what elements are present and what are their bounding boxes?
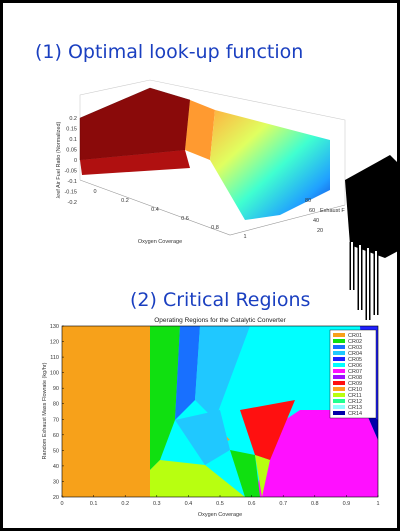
heading: (1) Optimal look-up function — [35, 41, 303, 63]
x-tick-label: 0.9 — [343, 501, 351, 507]
legend-swatch — [333, 393, 345, 397]
y-tick-label: 20 — [317, 228, 323, 234]
x-tick-label: 0.6 — [248, 501, 256, 507]
legend-swatch — [333, 399, 345, 403]
legend-swatch — [333, 387, 345, 391]
z-tick-label: 0 — [74, 158, 77, 164]
x-axis-label: Oxygen Coverage — [198, 512, 242, 518]
x-tick-label: 0.2 — [121, 198, 129, 204]
z-tick-label: -0.15 — [64, 190, 77, 196]
y-tick-label: 90 — [53, 386, 59, 392]
legend-swatch — [333, 363, 345, 367]
legend-swatch — [333, 351, 345, 355]
legend-swatch — [333, 405, 345, 409]
legend-swatch — [333, 375, 345, 379]
z-tick-label: 0.15 — [66, 127, 77, 133]
x-tick-label: 1 — [376, 501, 379, 507]
x-tick-label: 1 — [243, 234, 246, 240]
z-tick-label: 0.05 — [66, 148, 77, 154]
y-tick-label: 100 — [50, 371, 59, 377]
x-tick-label: 0.3 — [153, 501, 161, 507]
y-tick-label: 60 — [53, 433, 59, 439]
x-tick-label: 0.4 — [185, 501, 193, 507]
legend-swatch — [333, 381, 345, 385]
x-tick-label: 0.1 — [90, 501, 98, 507]
z-tick-label: -0.1 — [68, 179, 77, 185]
x-tick-label: 0.6 — [181, 216, 189, 222]
legend-label: CR14 — [348, 411, 362, 417]
plot-title: Operating Regions for the Catalytic Conv… — [154, 317, 286, 324]
y-tick-label: 130 — [50, 324, 59, 330]
y-tick-label: 20 — [53, 495, 59, 501]
legend-swatch — [333, 411, 345, 415]
legend-swatch — [333, 357, 345, 361]
z-axis-label: λref Air Fuel Ratio (Normalized) — [56, 121, 62, 198]
z-tick-label: 0.1 — [69, 137, 77, 143]
x-tick-label: 0.2 — [121, 501, 129, 507]
y-tick-label: 110 — [50, 355, 59, 361]
x-tick-label: 0.8 — [311, 501, 319, 507]
x-tick-label: 0.5 — [216, 501, 224, 507]
x-tick-label: 0 — [60, 501, 63, 507]
z-tick-label: -0.05 — [64, 169, 77, 175]
heading: (2) Critical Regions — [130, 289, 310, 311]
z-tick-label: -0.2 — [68, 200, 77, 206]
y-axis-label: Random Exhaust Mass Flowrate (kg/hr) — [42, 362, 48, 459]
legend-swatch — [333, 333, 345, 337]
legend-swatch — [333, 339, 345, 343]
x-tick-label: 0 — [93, 189, 96, 195]
y-tick-label: 50 — [53, 448, 59, 454]
y-tick-label: 40 — [313, 218, 319, 224]
x-axis-label: Oxygen Coverage — [138, 239, 182, 245]
y-axis-label: Exhaust F — [320, 208, 345, 214]
y-tick-label: 60 — [309, 208, 315, 214]
x-tick-label: 0.4 — [151, 207, 159, 213]
z-tick-label: 0.2 — [69, 116, 77, 122]
legend-swatch — [333, 369, 345, 373]
y-tick-label: 70 — [53, 417, 59, 423]
y-tick-label: 80 — [305, 198, 311, 204]
y-tick-label: 120 — [50, 340, 59, 346]
y-tick-label: 30 — [53, 479, 59, 485]
legend-swatch — [333, 345, 345, 349]
x-tick-label: 0.8 — [211, 225, 219, 231]
slide: (1) Optimal look-up function 0.2 0.15 0.1 0… — [0, 0, 400, 531]
y-tick-label: 80 — [53, 402, 59, 408]
y-tick-label: 40 — [53, 464, 59, 470]
x-tick-label: 0.7 — [279, 501, 287, 507]
